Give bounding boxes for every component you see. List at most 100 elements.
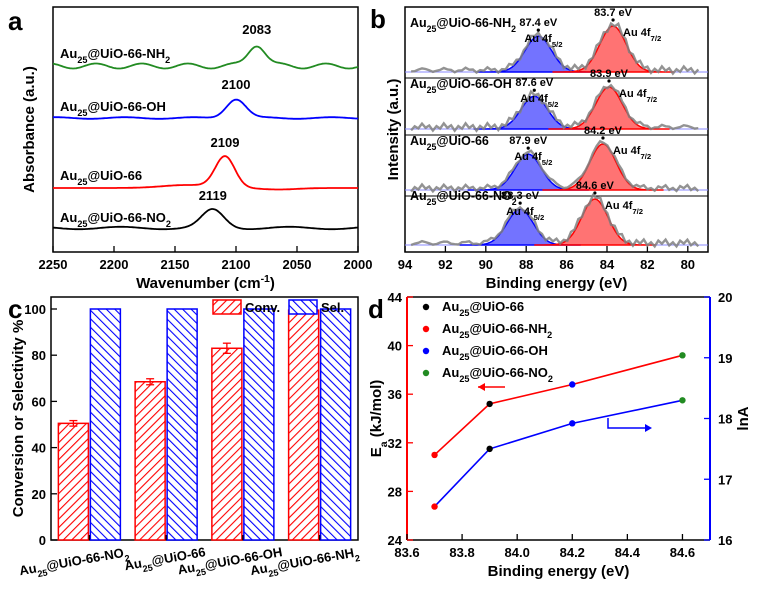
orbital-label-b: Au 4f5/2 (514, 151, 552, 167)
x-tick-label-b: 84 (600, 257, 615, 272)
selectivity-bar (166, 308, 198, 541)
fit-peak-7-2-b (534, 198, 656, 246)
legend-label-c: Sel. (321, 300, 344, 315)
series-label-a: Au25@UiO-66-OH (60, 99, 166, 118)
ea-point (431, 451, 438, 459)
peak-label-a: 2083 (242, 22, 271, 37)
x-tick-label-a: 2250 (39, 257, 68, 272)
y-tick-label-c: 60 (32, 394, 46, 409)
y-tick-label-left-d: 28 (388, 484, 402, 499)
peak-energy-label-b: 84.2 eV (584, 125, 623, 137)
x-category-label-c: Au25@UiO-66-NO2 (18, 544, 131, 582)
y-axis-label-a: Absorbance (a.u.) (21, 66, 38, 193)
axis-arrow-left-head-d (478, 383, 485, 391)
plot-frame-c (50, 296, 359, 541)
series-label-a: Au25@UiO-66-NO2 (60, 210, 171, 229)
peak-marker-b (593, 191, 597, 195)
peak-marker-b (536, 28, 540, 32)
y-tick-label-right-d: 18 (718, 412, 732, 427)
x-tick-label-b: 88 (519, 257, 533, 272)
x-axis-label-d: Binding energy (eV) (488, 563, 630, 580)
orbital-label-b: Au 4f7/2 (613, 145, 651, 161)
chart-c: 0 20 40 60 80 100 Conversion or Selectivity % A… (10, 296, 361, 582)
y-tick-label-right-d: 20 (718, 290, 732, 305)
y-tick-label-left-d: 36 (388, 387, 402, 402)
y-tick-label-right-d: 17 (718, 472, 732, 487)
raw-data-b (410, 139, 700, 194)
panel-label-a: a (8, 6, 23, 36)
peak-energy-label-b: 88.3 eV (501, 190, 540, 202)
x-axis-label-a: Wavenumber (cm-1) (136, 273, 275, 292)
x-tick-label-d: 84.2 (560, 545, 585, 560)
conversion-bar (211, 347, 243, 541)
y-tick-label-c: 100 (24, 302, 46, 317)
spectrum-line-a (52, 45, 359, 70)
x-tick-label-d: 84.6 (670, 545, 695, 560)
y-tick-label-right-d: 19 (718, 351, 732, 366)
peak-label-a: 2119 (199, 188, 227, 203)
spectrum-line-a (52, 208, 359, 231)
y-tick-label-c: 80 (32, 348, 46, 363)
legend-swatch-c (212, 299, 242, 315)
series-label-b: Au25@UiO-66 (410, 134, 489, 152)
orbital-label-b: Au 4f5/2 (506, 206, 544, 222)
y-axis-label-b: Intensity (a.u.) (385, 79, 402, 181)
panel-label-d: d (368, 294, 384, 324)
raw-data-b (410, 193, 700, 249)
x-tick-label-d: 83.6 (394, 545, 419, 560)
peak-energy-label-b: 87.6 eV (515, 77, 554, 89)
x-tick-label-a: 2100 (222, 257, 251, 272)
peak-marker-b (611, 18, 615, 22)
spectrum-line-a (53, 155, 358, 191)
conversion-bar (57, 422, 90, 541)
panel-label-b: b (370, 4, 386, 34)
fit-peak-7-2-b (548, 86, 670, 130)
series-label-b: Au25@UiO-66-OH (410, 77, 512, 95)
plot-frame-a (52, 6, 359, 253)
peak-energy-label-b: 83.9 eV (590, 68, 629, 80)
chart-b: 94 92 90 88 86 84 82 80 Binding energy (eV) Inten… (385, 6, 709, 292)
legend-marker-d (422, 325, 430, 333)
spectrum-line-a (53, 98, 359, 120)
lna-line (433, 399, 683, 508)
y-tick-label-c: 0 (39, 533, 46, 548)
x-tick-label-b: 90 (479, 257, 493, 272)
legend-label-d: Au25@UiO-66-NO2 (442, 365, 553, 384)
y-tick-label-left-d: 44 (388, 290, 403, 305)
x-tick-label-d: 84.0 (505, 545, 530, 560)
peak-marker-b (607, 79, 611, 83)
x-tick-label-d: 84.4 (615, 545, 641, 560)
x-tick-label-a: 2200 (100, 257, 129, 272)
legend-label-c: Conv. (245, 300, 280, 315)
orbital-label-b: Au 4f7/2 (605, 200, 643, 216)
legend-swatch-c (288, 299, 318, 315)
x-tick-label-b: 80 (681, 257, 695, 272)
legend-marker-d (422, 347, 430, 355)
orbital-label-b: Au 4f7/2 (623, 27, 661, 43)
x-axis-label-b: Binding energy (eV) (486, 275, 628, 292)
selectivity-bar (319, 308, 352, 541)
y-axis-label-right-d: lnA (735, 406, 752, 430)
x-tick-label-d: 83.8 (449, 545, 474, 560)
y-tick-label-left-d: 40 (388, 339, 402, 354)
peak-energy-label-b: 87.9 eV (509, 135, 548, 147)
y-axis-label-left-d: Ea (kJ/mol) (368, 380, 390, 458)
x-tick-label-a: 2150 (161, 257, 190, 272)
legend-label-d: Au25@UiO-66-NH2 (442, 321, 552, 340)
lna-point (679, 397, 686, 404)
conversion-bar (134, 381, 166, 541)
ea-point (486, 400, 493, 408)
lna-point (431, 503, 438, 510)
selectivity-bar (89, 308, 122, 541)
lna-point (486, 445, 493, 453)
x-tick-label-a: 2000 (344, 257, 373, 272)
conversion-bar (287, 309, 320, 541)
ea-point (679, 352, 686, 359)
legend-marker-d (422, 303, 430, 311)
raw-data-b (411, 21, 700, 76)
peak-energy-label-b: 87.4 eV (519, 17, 558, 29)
peak-label-a: 2100 (222, 77, 251, 92)
orbital-label-b: Au 4f5/2 (520, 93, 558, 109)
legend-label-d: Au25@UiO-66 (442, 299, 524, 318)
